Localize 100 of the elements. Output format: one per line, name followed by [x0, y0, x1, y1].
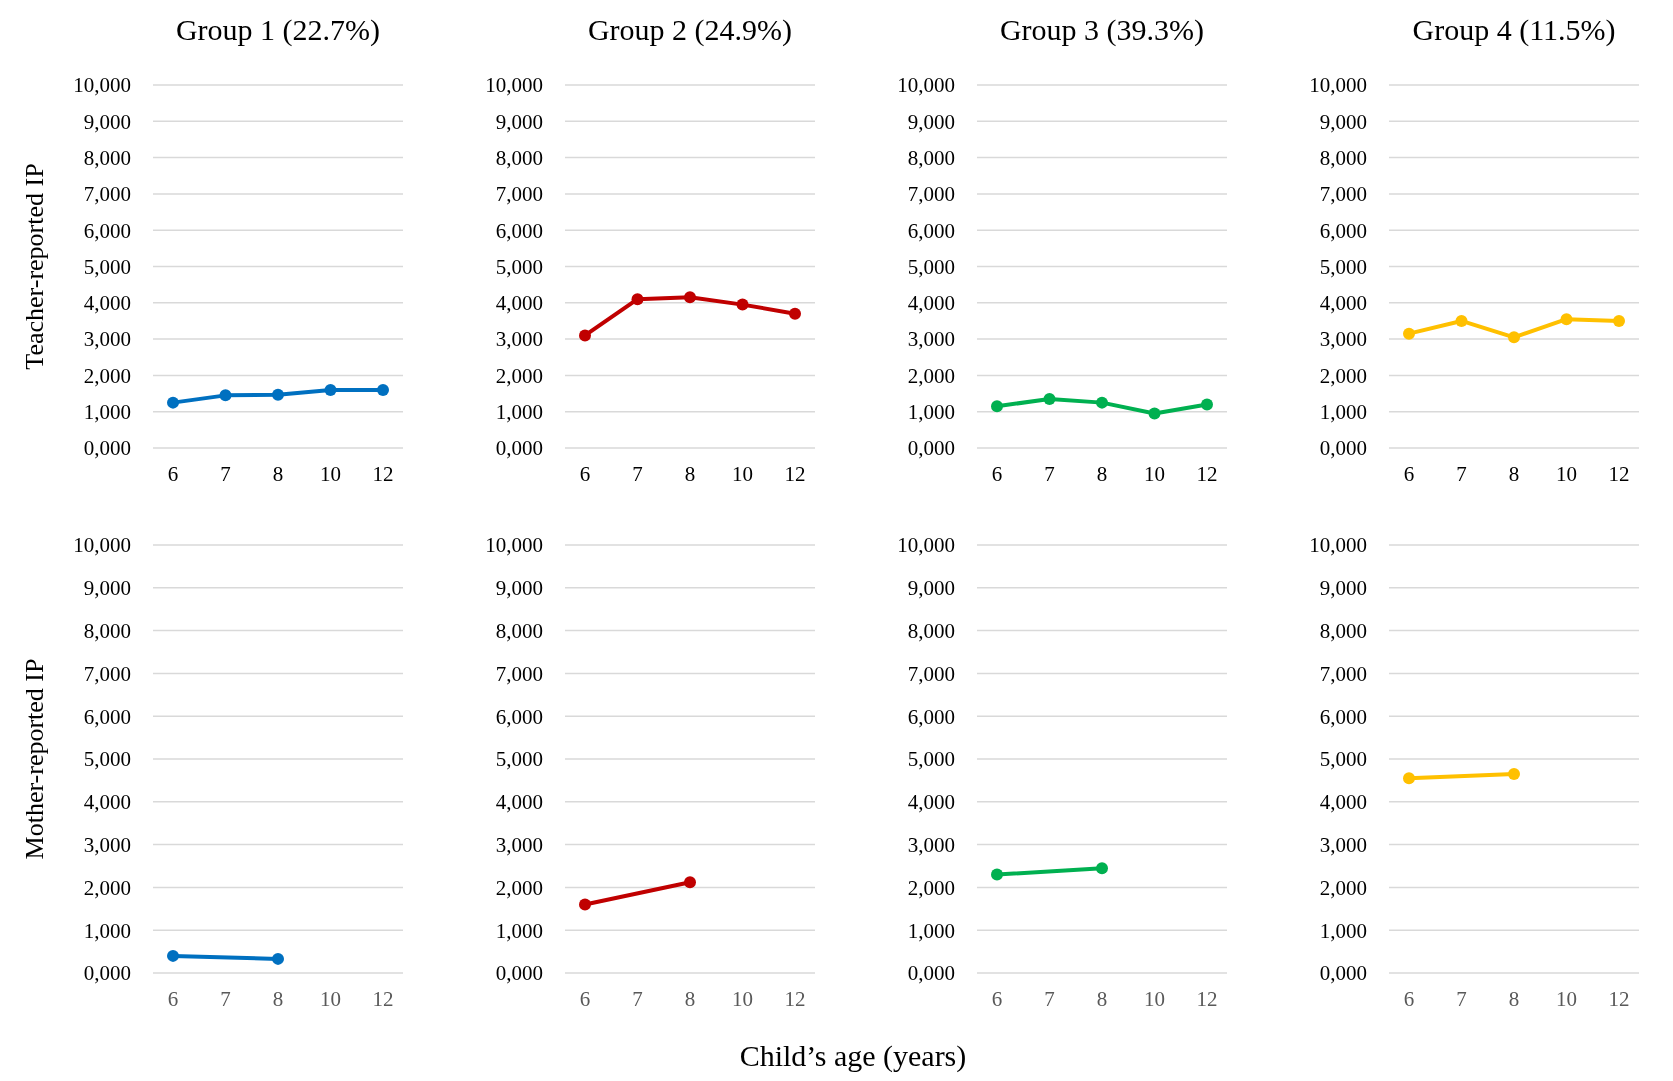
y-tick-label: 6,000	[495, 704, 543, 729]
x-tick-label: 6	[1403, 987, 1415, 1011]
y-tick-label: 7,000	[495, 661, 543, 686]
point	[579, 329, 591, 342]
point	[1201, 398, 1213, 411]
y-tick-label: 8,000	[83, 145, 131, 170]
y-tick-label: 1,000	[1319, 400, 1367, 425]
y-tick-label: 10,000	[73, 533, 131, 558]
y-tick-label: 4,000	[1319, 790, 1367, 815]
y-tick-label: 2,000	[907, 875, 955, 900]
y-tick-label: 5,000	[907, 254, 955, 279]
y-tick-label: 0,000	[907, 961, 955, 986]
point	[1613, 314, 1625, 327]
y-tick-label: 2,000	[83, 363, 131, 388]
x-tick-label: 8	[1096, 462, 1108, 486]
x-tick-label: 6	[579, 462, 591, 486]
y-tick-label: 5,000	[495, 254, 543, 279]
y-tick-label: 5,000	[495, 747, 543, 772]
y-tick-label: 10,000	[485, 73, 543, 98]
y-tick-label: 1,000	[83, 400, 131, 425]
y-tick-label: 3,000	[83, 327, 131, 352]
y-tick-label: 7,000	[83, 661, 131, 686]
y-tick-label: 8,000	[1319, 145, 1367, 170]
x-tick-label: 12	[784, 462, 806, 486]
y-tick-label: 4,000	[495, 790, 543, 815]
point	[991, 400, 1003, 413]
y-tick-label: 6,000	[1319, 704, 1367, 729]
y-tick-label: 6,000	[907, 704, 955, 729]
y-tick-label: 9,000	[1319, 576, 1367, 601]
y-axis-title: Teacher-reported IP	[20, 163, 49, 370]
chart-title: Group 1 (22.7%)	[175, 13, 381, 47]
y-tick-label: 6,000	[495, 218, 543, 243]
y-tick-label: 2,000	[495, 363, 543, 388]
x-tick-label: 8	[684, 462, 696, 486]
y-tick-label: 4,000	[495, 291, 543, 316]
point	[684, 291, 696, 304]
y-tick-label: 2,000	[83, 875, 131, 900]
x-tick-label: 7	[1044, 462, 1055, 486]
y-tick-label: 3,000	[907, 327, 955, 352]
y-tick-label: 4,000	[83, 291, 131, 316]
y-tick-label: 10,000	[1309, 73, 1367, 98]
y-tick-label: 0,000	[495, 436, 543, 461]
y-tick-label: 0,000	[907, 436, 955, 461]
point	[736, 298, 749, 311]
x-tick-label: 12	[1196, 462, 1218, 486]
y-tick-label: 3,000	[495, 832, 543, 857]
y-tick-label: 7,000	[1319, 182, 1367, 207]
y-tick-label: 8,000	[1319, 618, 1367, 643]
point	[631, 293, 644, 306]
x-tick-label: 6	[579, 987, 591, 1011]
x-tick-label: 10	[320, 987, 341, 1011]
point	[1096, 396, 1108, 409]
x-tick-label: 8	[1508, 462, 1520, 486]
x-tick-label: 7	[220, 987, 231, 1011]
x-tick-label: 10	[320, 462, 341, 486]
x-tick-label: 6	[167, 462, 179, 486]
y-tick-label: 9,000	[907, 109, 955, 134]
x-tick-label: 10	[1556, 462, 1577, 486]
x-tick-label: 10	[732, 987, 753, 1011]
x-axis-title: Child’s age (years)	[739, 1039, 967, 1073]
y-tick-label: 9,000	[495, 109, 543, 134]
point	[1148, 407, 1161, 420]
y-tick-label: 5,000	[1319, 747, 1367, 772]
y-tick-label: 6,000	[83, 218, 131, 243]
point	[1403, 327, 1415, 340]
y-tick-label: 0,000	[1319, 961, 1367, 986]
y-tick-label: 8,000	[495, 145, 543, 170]
y-tick-label: 1,000	[83, 918, 131, 943]
x-tick-label: 12	[372, 462, 394, 486]
y-tick-label: 8,000	[495, 618, 543, 643]
x-tick-label: 7	[632, 462, 643, 486]
y-tick-label: 7,000	[1319, 661, 1367, 686]
x-tick-label: 7	[1456, 462, 1467, 486]
x-tick-label: 8	[272, 462, 284, 486]
x-tick-label: 7	[632, 987, 643, 1011]
y-tick-label: 0,000	[1319, 436, 1367, 461]
x-tick-label: 12	[1196, 987, 1218, 1011]
y-tick-label: 7,000	[83, 182, 131, 207]
point	[789, 307, 801, 320]
y-tick-label: 1,000	[907, 400, 955, 425]
point	[1043, 393, 1056, 405]
y-tick-label: 7,000	[907, 661, 955, 686]
y-tick-label: 4,000	[83, 790, 131, 815]
y-tick-label: 0,000	[83, 436, 131, 461]
y-tick-label: 8,000	[83, 618, 131, 643]
x-tick-label: 10	[1144, 987, 1165, 1011]
y-tick-label: 0,000	[83, 961, 131, 986]
x-tick-label: 8	[1096, 987, 1108, 1011]
y-tick-label: 7,000	[495, 182, 543, 207]
y-tick-label: 9,000	[1319, 109, 1367, 134]
y-tick-label: 10,000	[897, 533, 955, 558]
y-tick-label: 1,000	[1319, 918, 1367, 943]
y-tick-label: 9,000	[83, 109, 131, 134]
y-tick-label: 3,000	[1319, 832, 1367, 857]
y-tick-label: 3,000	[83, 832, 131, 857]
x-tick-label: 6	[1403, 462, 1415, 486]
y-tick-label: 6,000	[1319, 218, 1367, 243]
y-tick-label: 2,000	[907, 363, 955, 388]
y-tick-label: 5,000	[83, 254, 131, 279]
y-tick-label: 9,000	[495, 576, 543, 601]
